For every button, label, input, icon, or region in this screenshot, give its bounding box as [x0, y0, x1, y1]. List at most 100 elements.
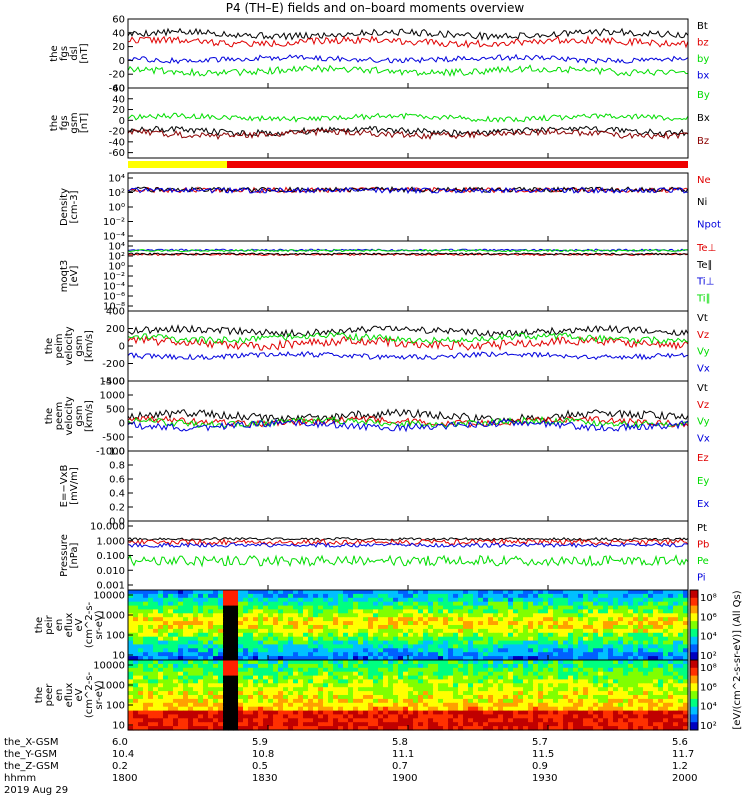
heatmap-cell — [228, 628, 234, 634]
heatmap-cell — [153, 660, 159, 665]
heatmap-cell — [363, 671, 369, 677]
heatmap-cell — [413, 601, 419, 607]
heatmap-cell — [633, 710, 639, 716]
heatmap-cell — [453, 597, 459, 603]
heatmap-cell — [633, 601, 639, 607]
heatmap-cell — [573, 605, 579, 611]
heatmap-cell — [173, 726, 179, 731]
heatmap-cell — [508, 656, 514, 661]
heatmap-cell — [308, 683, 314, 688]
heatmap-cell — [428, 625, 434, 630]
heatmap-cell — [508, 710, 514, 716]
heatmap-cell — [338, 640, 344, 646]
heatmap-cell — [388, 625, 394, 630]
heatmap-cell — [328, 722, 334, 727]
heatmap-cell — [278, 617, 284, 622]
heatmap-cell — [268, 702, 274, 708]
heatmap-cell — [548, 702, 554, 708]
heatmap-cell — [138, 609, 144, 614]
heatmap-cell — [193, 617, 199, 622]
heatmap-cell — [553, 710, 559, 716]
heatmap-cell — [243, 601, 249, 607]
heatmap-cell — [668, 714, 674, 719]
heatmap-cell — [333, 683, 339, 688]
heatmap-cell — [668, 695, 674, 700]
heatmap-cell — [513, 648, 519, 653]
heatmap-cell — [583, 706, 589, 712]
heatmap-cell — [353, 636, 359, 642]
heatmap-cell — [463, 640, 469, 646]
heatmap-cell — [168, 710, 174, 716]
heatmap-cell — [173, 605, 179, 611]
series-line-Pi — [127, 542, 689, 549]
heatmap-cell — [533, 617, 539, 622]
heatmap-cell — [278, 625, 284, 630]
heatmap-cell — [333, 722, 339, 727]
heatmap-cell — [503, 621, 509, 626]
heatmap-cell — [583, 597, 589, 603]
heatmap-cell — [493, 636, 499, 642]
heatmap-cell — [578, 722, 584, 727]
heatmap-cell — [558, 671, 564, 677]
heatmap-cell — [353, 726, 359, 731]
heatmap-cell — [163, 644, 169, 649]
heatmap-cell — [173, 648, 179, 653]
heatmap-cell — [418, 648, 424, 653]
heatmap-cell — [133, 722, 139, 727]
heatmap-cell — [548, 613, 554, 618]
heatmap-cell — [533, 628, 539, 634]
heatmap-cell — [138, 679, 144, 684]
heatmap-cell — [213, 698, 219, 704]
heatmap-cell — [603, 652, 609, 657]
heatmap-cell — [223, 706, 229, 712]
heatmap-cell — [293, 671, 299, 677]
heatmap-cell — [248, 636, 254, 642]
heatmap-cell — [233, 609, 239, 614]
heatmap-cell — [653, 691, 659, 696]
heatmap-cell — [333, 710, 339, 716]
heatmap-cell — [523, 702, 529, 708]
heatmap-cell — [333, 593, 339, 599]
heatmap-cell — [668, 710, 674, 716]
heatmap-cell — [208, 718, 214, 723]
heatmap-cell — [553, 663, 559, 669]
heatmap-cell — [528, 617, 534, 622]
heatmap-cell — [388, 710, 394, 716]
heatmap-cell — [528, 609, 534, 614]
heatmap-cell — [213, 621, 219, 626]
heatmap-cell — [298, 644, 304, 649]
heatmap-cell — [438, 718, 444, 723]
heatmap-cell — [283, 679, 289, 684]
heatmap-cell — [533, 613, 539, 618]
heatmap-cell — [213, 617, 219, 622]
heatmap-cell — [133, 691, 139, 696]
heatmap-cell — [483, 609, 489, 614]
heatmap-cell — [498, 667, 504, 673]
heatmap-cell — [293, 621, 299, 626]
heatmap-cell — [578, 714, 584, 719]
heatmap-cell — [388, 667, 394, 673]
heatmap-cell — [588, 590, 594, 595]
heatmap-cell — [633, 660, 639, 665]
heatmap-cell — [453, 660, 459, 665]
heatmap-cell — [503, 722, 509, 727]
heatmap-cell — [193, 597, 199, 603]
heatmap-cell — [213, 714, 219, 719]
heatmap-cell — [463, 613, 469, 618]
heatmap-cell — [673, 667, 679, 673]
heatmap-cell — [273, 593, 279, 599]
heatmap-cell — [168, 718, 174, 723]
heatmap-cell — [463, 590, 469, 595]
heatmap-cell — [268, 691, 274, 696]
heatmap-cell — [483, 625, 489, 630]
heatmap-cell — [413, 718, 419, 723]
heatmap-cell — [268, 671, 274, 677]
heatmap-cell — [678, 675, 684, 681]
heatmap-cell — [568, 625, 574, 630]
heatmap-cell — [483, 597, 489, 603]
heatmap-cell — [503, 702, 509, 708]
heatmap-cell — [398, 652, 404, 657]
heatmap-cell — [628, 605, 634, 611]
heatmap-cell — [183, 667, 189, 673]
heatmap-cell — [533, 702, 539, 708]
